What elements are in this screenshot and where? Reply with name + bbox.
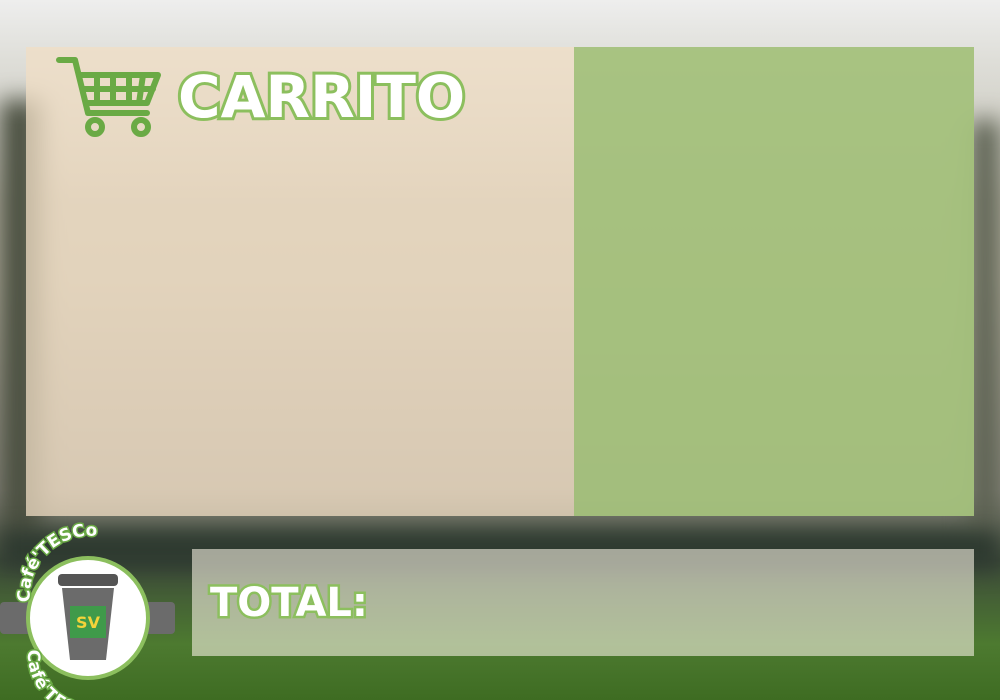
total-bar: [192, 549, 974, 656]
title: CARRITO: [175, 60, 468, 134]
cart-icon: [56, 57, 161, 137]
background: [970, 120, 1000, 540]
side-panel: [574, 47, 974, 516]
total-label: TOTAL:: [208, 578, 371, 629]
cart-panel: [26, 47, 574, 516]
svg-text:SV: SV: [76, 613, 101, 632]
logo: SV Café'TESCo Café'TESCo: [0, 519, 175, 700]
